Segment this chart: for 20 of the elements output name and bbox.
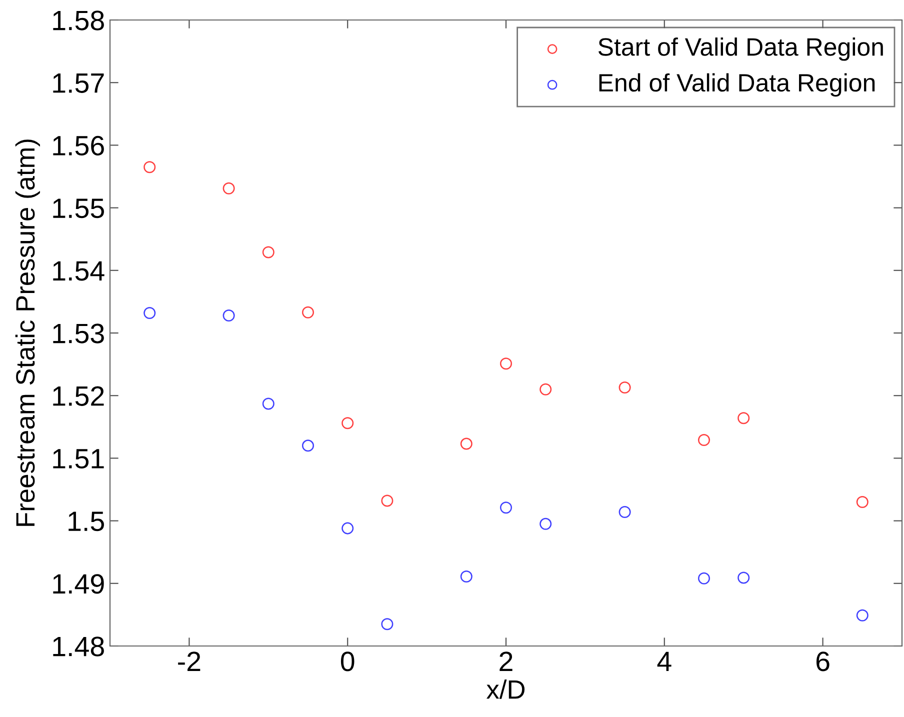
x-tick-label: 6 — [816, 652, 830, 672]
y-tick-label: 1.51 — [53, 449, 104, 469]
y-tick-label: 1.53 — [53, 324, 104, 344]
y-tick-label: 1.49 — [53, 574, 104, 594]
legend-label: Start of Valid Data Region — [598, 38, 883, 61]
x-tick-label: 0 — [340, 652, 354, 672]
x-tick-label: -2 — [178, 652, 200, 671]
y-tick-label: 1.52 — [53, 386, 104, 406]
y-tick-label: 1.57 — [53, 74, 104, 93]
legend-label: End of Valid Data Region — [599, 73, 875, 97]
y-tick-label: 1.48 — [53, 636, 104, 656]
y-tick-label: 1.55 — [53, 198, 104, 218]
y-tick-label: 1.58 — [53, 10, 104, 30]
x-tick-label: 4 — [657, 652, 672, 671]
y-tick-label: 1.56 — [53, 136, 104, 156]
y-tick-label: 1.5 — [68, 512, 104, 532]
y-axis-title: Freestream Static Pressure (atm) — [15, 140, 40, 526]
y-tick-label: 1.54 — [53, 261, 104, 281]
x-axis-title: x/D — [486, 680, 525, 699]
x-tick-label: 2 — [500, 652, 512, 671]
